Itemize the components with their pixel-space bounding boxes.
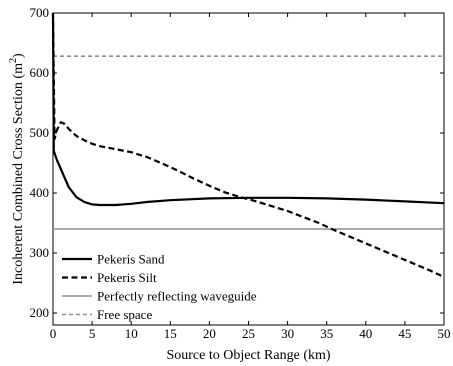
y-tick-label: 600 xyxy=(30,65,50,80)
legend-item-pekeris-sand: Pekeris Sand xyxy=(62,252,165,267)
y-tick-label: 200 xyxy=(30,305,50,320)
x-tick-label: 50 xyxy=(438,326,451,341)
y-tick-label: 700 xyxy=(30,5,50,20)
y-axis-label: Incoherent Combined Cross Section (m2) xyxy=(8,53,26,285)
legend-label: Pekeris Silt xyxy=(97,270,157,285)
x-tick-label: 35 xyxy=(320,326,333,341)
y-tick-label: 300 xyxy=(30,245,50,260)
series-line-pekeris-silt xyxy=(51,12,445,278)
x-tick-label: 0 xyxy=(50,326,57,341)
x-tick-label: 10 xyxy=(125,326,138,341)
series-layer xyxy=(51,12,445,278)
x-tick-label: 45 xyxy=(398,326,411,341)
x-tick-label: 20 xyxy=(203,326,216,341)
x-axis: 0 5 10 15 20 25 30 35 40 45 50 xyxy=(50,13,451,341)
x-tick-label: 40 xyxy=(359,326,372,341)
y-axis-label-superscript: 2 xyxy=(8,58,19,63)
y-tick-label: 400 xyxy=(30,185,50,200)
legend-item-perfectly-reflecting: Perfectly reflecting waveguide xyxy=(62,289,257,304)
legend-item-free-space: Free space xyxy=(62,307,152,322)
plot-area xyxy=(52,12,445,326)
x-tick-label: 5 xyxy=(89,326,96,341)
legend: Pekeris Sand Pekeris Silt Perfectly reflec… xyxy=(62,252,257,322)
y-axis-label-main: Incoherent Combined Cross Section (m xyxy=(11,63,26,285)
legend-item-pekeris-silt: Pekeris Silt xyxy=(62,270,157,285)
x-tick-label: 25 xyxy=(242,326,255,341)
legend-label: Perfectly reflecting waveguide xyxy=(97,289,257,304)
y-tick-label: 500 xyxy=(30,125,50,140)
legend-label: Free space xyxy=(97,307,152,322)
x-tick-label: 30 xyxy=(281,326,294,341)
x-tick-label: 15 xyxy=(164,326,177,341)
series-line-pekeris-sand xyxy=(51,12,445,207)
y-axis-label-close: ) xyxy=(11,53,26,58)
x-axis-label: Source to Object Range (km) xyxy=(166,348,330,363)
y-axis: 200 300 400 500 600 700 xyxy=(30,5,444,320)
legend-label: Pekeris Sand xyxy=(97,252,165,267)
plot-area-group xyxy=(51,12,445,326)
